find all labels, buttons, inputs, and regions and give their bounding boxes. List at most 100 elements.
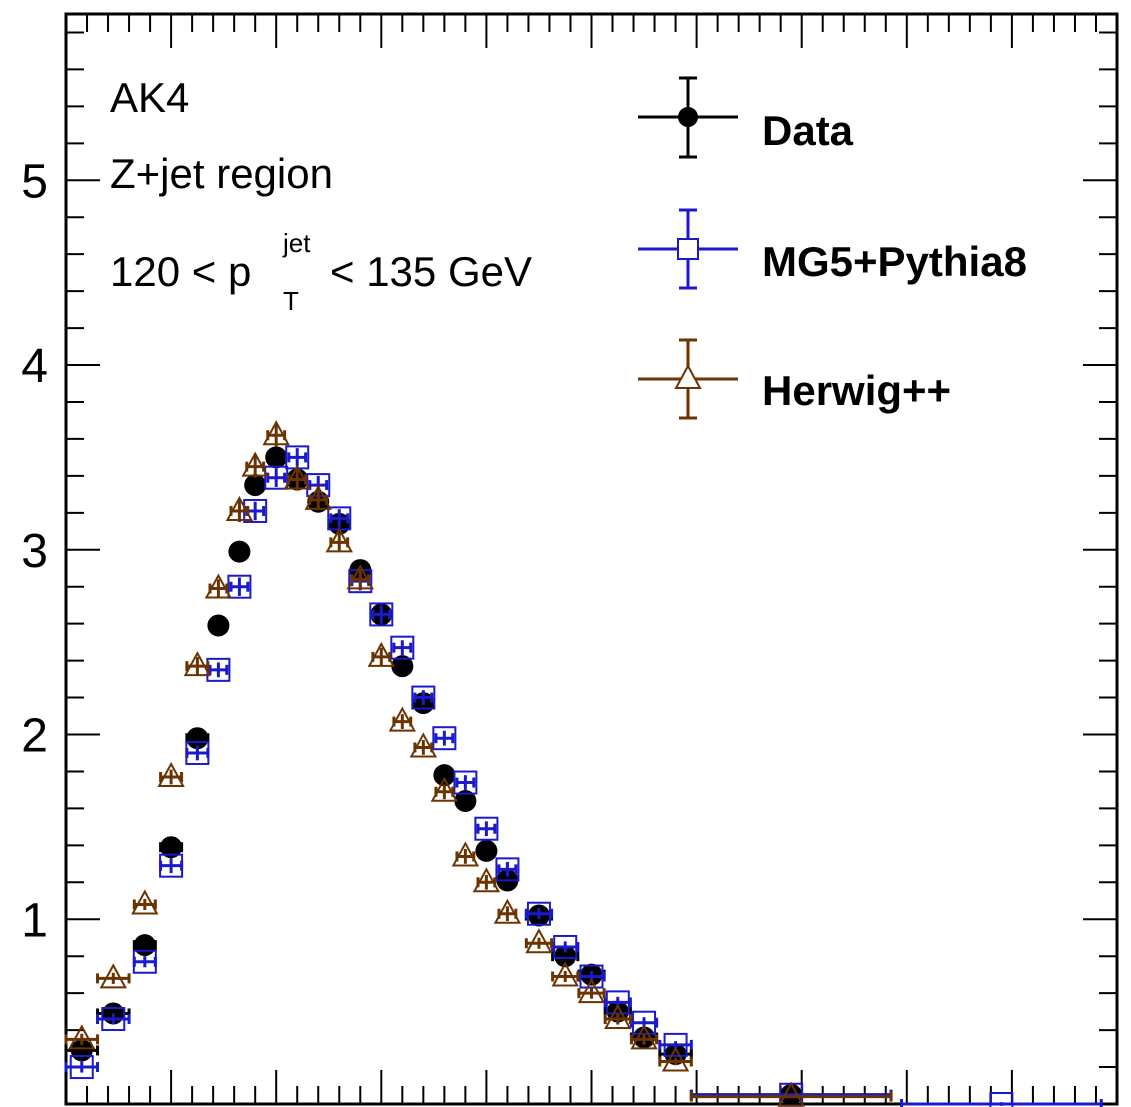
data-point (207, 614, 230, 637)
marker-triangle (472, 867, 501, 893)
data-point (228, 540, 251, 563)
marker-square (432, 726, 457, 751)
marker-square (390, 635, 415, 660)
marker-triangle (367, 641, 395, 667)
marker-square (632, 1010, 657, 1035)
marker-triangle (388, 706, 417, 732)
y-tick-labels: 1 2 3 4 5 (21, 155, 48, 947)
data-point (658, 1046, 693, 1072)
data-point (185, 740, 210, 765)
marker-square (132, 949, 157, 974)
data-point (96, 963, 131, 989)
marker-square (453, 770, 478, 795)
data-point (391, 655, 414, 678)
marker-square (206, 657, 231, 682)
data-point (367, 641, 395, 667)
data-point (603, 1003, 632, 1030)
marker-circle (391, 655, 414, 678)
data-point (159, 853, 184, 878)
marker-triangle (551, 961, 579, 987)
marker-triangle (525, 928, 553, 954)
axes-layer (64, 12, 1119, 1106)
data-point (390, 635, 415, 660)
annotation-block: AK4 Z+jet region 120 < p jet T < 135 GeV (110, 74, 532, 316)
marker-square (411, 685, 436, 710)
marker-circle (554, 945, 577, 968)
series-layer (64, 420, 1103, 1107)
data-point (132, 949, 157, 974)
data-point (453, 770, 478, 795)
data-point (451, 841, 480, 867)
data-point (388, 706, 417, 732)
marker-triangle (777, 1081, 805, 1107)
marker-triangle (225, 495, 254, 521)
data-point (346, 564, 374, 590)
data-point (225, 495, 254, 523)
marker-square (495, 857, 520, 882)
marker-square (159, 853, 184, 878)
marker-square (264, 465, 289, 490)
data-point (285, 445, 310, 470)
data-point (409, 732, 438, 758)
marker-triangle (661, 1046, 690, 1072)
marker-triangle (630, 1024, 658, 1050)
data-point (629, 1024, 659, 1050)
data-point (524, 901, 554, 926)
marker-circle (433, 764, 456, 787)
marker-circle (186, 727, 209, 750)
series-2 (64, 420, 893, 1107)
y-tick-label: 4 (21, 340, 48, 393)
marker-square (579, 964, 604, 989)
data-point (159, 836, 184, 859)
data-point (304, 484, 332, 510)
data-point (472, 867, 501, 893)
data-point (183, 651, 212, 677)
data-point (369, 602, 394, 627)
marker-circle (244, 474, 267, 497)
data-point (577, 978, 606, 1004)
marker-triangle (604, 1003, 632, 1030)
marker-square (227, 574, 252, 599)
data-point (325, 527, 353, 553)
data-point (551, 961, 580, 987)
marker-square (526, 901, 551, 926)
data-point (603, 990, 632, 1015)
series-1 (64, 445, 1103, 1107)
marker-triangle (451, 841, 480, 867)
marker-circle (228, 540, 251, 563)
annotation-pt-right: < 135 GeV (330, 248, 532, 295)
legend-entry-data: Data (638, 76, 854, 159)
y-tick-label: 5 (21, 155, 48, 208)
series-0 (64, 446, 893, 1106)
data-point (454, 790, 477, 813)
data-point (204, 573, 233, 599)
marker-triangle (493, 898, 522, 924)
marker-triangle (262, 420, 290, 446)
marker-circle (475, 839, 498, 862)
marker-triangle (283, 464, 311, 490)
annotation-pt-left: 120 < p (110, 248, 251, 295)
data-point (551, 934, 580, 959)
data-point (64, 1055, 100, 1080)
marker-triangle (68, 1024, 96, 1050)
legend-marker-mg5 (677, 238, 699, 260)
legend-marker-data (678, 107, 698, 127)
marker-circle (160, 836, 183, 859)
data-point (551, 945, 580, 968)
data-point (96, 1007, 131, 1032)
data-point (265, 446, 288, 469)
data-point (658, 1032, 693, 1057)
annotation-pt-superscript: jet (282, 228, 311, 258)
y-tick-label: 1 (21, 894, 48, 947)
annotation-region: Z+jet region (110, 150, 333, 197)
data-point (185, 727, 210, 750)
annotation-algorithm: AK4 (110, 74, 189, 121)
marker-triangle (241, 451, 269, 477)
data-point (64, 1024, 100, 1050)
data-point (629, 1010, 659, 1035)
marker-triangle (304, 484, 332, 510)
marker-triangle (157, 761, 185, 787)
data-point (493, 898, 522, 924)
y-tick-label: 2 (21, 710, 48, 763)
